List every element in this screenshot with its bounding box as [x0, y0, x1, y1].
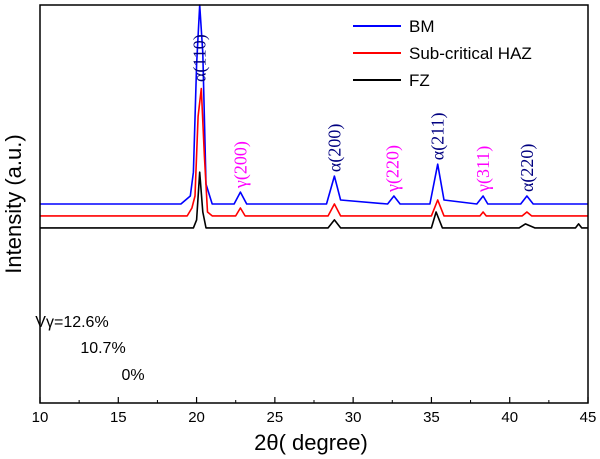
x-tick-label: 40 — [501, 409, 518, 426]
x-tick-label: 10 — [32, 409, 49, 426]
x-tick-label: 25 — [267, 409, 284, 426]
x-tick-label: 45 — [580, 409, 597, 426]
peak-label: γ(200) — [230, 141, 251, 189]
series-line-0 — [40, 4, 588, 205]
x-tick-label: 35 — [423, 409, 440, 426]
x-tick-label: 20 — [188, 409, 205, 426]
legend-entry: FZ — [409, 71, 430, 90]
volume-fraction-label: Vγ=12.6% — [35, 314, 108, 331]
series-layer — [40, 4, 588, 229]
fraction-label-layer: Vγ=12.6% 10.7% 0% — [35, 314, 144, 384]
x-axis-ticks: 10 15 20 25 30 35 40 45 — [32, 397, 597, 426]
series-line-1 — [40, 87, 588, 217]
x-tick-label: 30 — [345, 409, 362, 426]
peak-label: α(220) — [517, 144, 538, 192]
peak-label: α(110) — [190, 34, 211, 82]
peak-label: α(211) — [428, 112, 449, 160]
x-axis-label: 2θ( degree) — [254, 430, 368, 455]
peak-label: α(200) — [324, 124, 345, 172]
peak-label-layer: α(110) γ(200) α(200) γ(220) α(211) γ(311) α(22… — [190, 34, 538, 193]
legend-entry: Sub-critical HAZ — [409, 44, 532, 63]
legend: BM Sub-critical HAZ FZ — [353, 17, 532, 90]
peak-label: γ(220) — [382, 145, 403, 193]
y-axis-label: Intensity (a.u.) — [1, 134, 26, 273]
x-tick-label: 15 — [110, 409, 127, 426]
peak-label: γ(311) — [473, 146, 494, 193]
volume-fraction-label: 10.7% — [80, 340, 125, 357]
legend-entry: BM — [409, 17, 435, 36]
series-line-2 — [40, 171, 588, 229]
volume-fraction-label: 0% — [121, 367, 144, 384]
